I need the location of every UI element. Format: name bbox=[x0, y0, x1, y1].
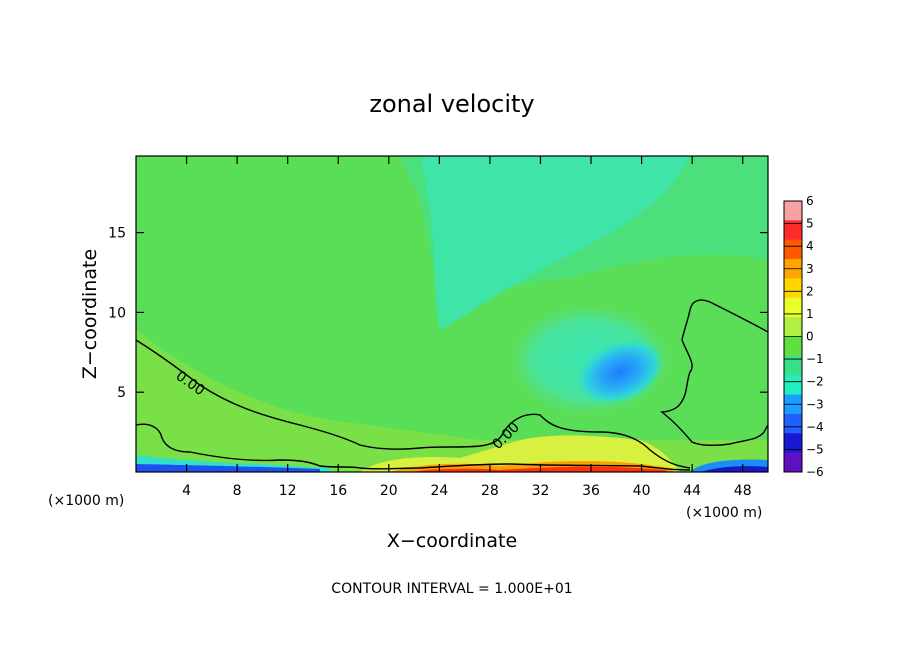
colorbar-label: 2 bbox=[806, 284, 814, 298]
x-tick-label: 32 bbox=[532, 483, 550, 499]
colorbar-label: 4 bbox=[806, 239, 814, 253]
field-blue-blob bbox=[575, 339, 665, 405]
zero-contour-right bbox=[660, 299, 768, 447]
chart-title: zonal velocity bbox=[369, 90, 534, 118]
colorbar-swatch bbox=[784, 452, 802, 473]
colorbar-label: 6 bbox=[806, 194, 814, 208]
colorbar: 6 5 4 3 2 1 0 −1 −2 −3 −4 −5 −6 bbox=[783, 194, 824, 479]
colorbar-swatch bbox=[784, 375, 802, 395]
contour-interval-text: CONTOUR INTERVAL = 1.000E+01 bbox=[331, 581, 572, 597]
colorbar-label: −5 bbox=[806, 442, 824, 456]
colorbar-swatch bbox=[784, 201, 802, 221]
x-tick-label: 4 bbox=[182, 483, 191, 499]
y-ticks: 5 10 15 bbox=[108, 226, 768, 401]
x-ticks: 4 8 12 16 20 24 28 32 36 40 44 48 bbox=[182, 156, 752, 499]
field-lower-band bbox=[136, 330, 768, 472]
colorbar-label: −1 bbox=[806, 352, 824, 366]
y-axis-label: Z−coordinate bbox=[79, 249, 101, 379]
colorbar-swatch bbox=[784, 297, 802, 318]
colorbar-swatch bbox=[784, 317, 802, 337]
field-surface-red bbox=[410, 466, 668, 472]
colorbar-label: −6 bbox=[806, 465, 824, 479]
x-tick-label: 36 bbox=[582, 483, 600, 499]
colorbar-label: 3 bbox=[806, 262, 814, 276]
colorbar-label: 5 bbox=[806, 217, 814, 231]
colorbar-label: 0 bbox=[806, 330, 814, 344]
x-tick-label: 12 bbox=[279, 483, 297, 499]
y-tick-label: 5 bbox=[117, 385, 126, 401]
zero-contour-low bbox=[136, 423, 691, 471]
x-tick-label: 40 bbox=[633, 483, 651, 499]
zero-contour-left bbox=[136, 339, 691, 469]
x-unit-label-left: (×1000 m) bbox=[48, 493, 124, 509]
x-tick-label: 8 bbox=[233, 483, 242, 499]
x-tick-label: 16 bbox=[329, 483, 347, 499]
x-unit-label-right: (×1000 m) bbox=[686, 505, 762, 521]
field-surface-navy-right bbox=[700, 466, 768, 472]
y-tick-label: 15 bbox=[108, 226, 126, 242]
x-tick-label: 20 bbox=[380, 483, 398, 499]
colorbar-swatch bbox=[784, 239, 802, 260]
colorbar-label: −2 bbox=[806, 375, 824, 389]
plot-area: 0.00 0.00 bbox=[136, 156, 768, 472]
x-tick-label: 48 bbox=[734, 483, 752, 499]
colorbar-swatch bbox=[784, 413, 802, 434]
field-surface-blue-left bbox=[136, 464, 320, 472]
colorbar-swatch bbox=[784, 278, 802, 299]
colorbar-label: −3 bbox=[806, 397, 824, 411]
colorbar-swatch bbox=[784, 355, 802, 376]
x-tick-label: 24 bbox=[430, 483, 448, 499]
colorbar-label: −4 bbox=[806, 420, 824, 434]
colorbar-swatch bbox=[784, 433, 802, 453]
plot-frame bbox=[135, 155, 769, 473]
x-tick-label: 28 bbox=[481, 483, 499, 499]
y-tick-label: 10 bbox=[108, 305, 126, 321]
colorbar-swatch bbox=[784, 336, 802, 357]
colorbar-swatch bbox=[784, 220, 802, 241]
colorbar-label: 1 bbox=[806, 307, 814, 321]
x-axis-label: X−coordinate bbox=[387, 530, 517, 552]
x-tick-label: 44 bbox=[683, 483, 701, 499]
field-upper-tongue bbox=[420, 156, 690, 330]
